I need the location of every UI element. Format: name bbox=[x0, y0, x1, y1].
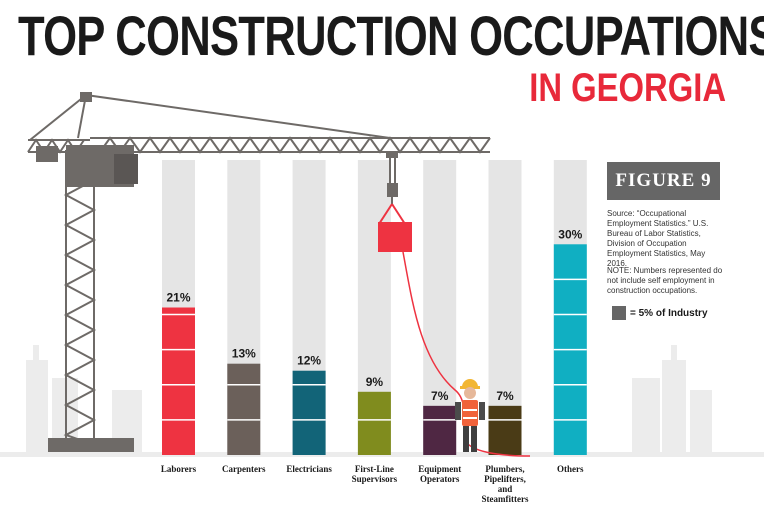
data-label: 12% bbox=[297, 354, 321, 368]
bar bbox=[357, 391, 391, 455]
bar bbox=[423, 405, 457, 455]
bar bbox=[553, 244, 587, 455]
bar bbox=[488, 405, 522, 455]
source-note: Source: “Occupational Employment Statist… bbox=[607, 209, 709, 268]
category-label: Electricians bbox=[286, 464, 332, 474]
bar bbox=[292, 370, 326, 455]
category-label: First-Line Supervisors bbox=[352, 464, 398, 484]
category-label: Equipment Operators bbox=[418, 464, 461, 484]
data-label: 7% bbox=[431, 389, 449, 403]
bar bbox=[227, 363, 261, 455]
bar bbox=[162, 307, 195, 455]
chart-subtitle: IN GEORGIA bbox=[529, 66, 726, 110]
data-label: 13% bbox=[232, 347, 256, 361]
footnote: NOTE: Numbers represented do not include… bbox=[607, 266, 723, 295]
data-label: 30% bbox=[558, 227, 582, 241]
category-label: Laborers bbox=[161, 464, 197, 474]
legend: = 5% of Industry bbox=[612, 306, 708, 320]
legend-swatch bbox=[612, 306, 626, 320]
worker-illustration bbox=[455, 379, 485, 452]
crane-illustration bbox=[27, 92, 531, 457]
category-label: Plumbers, Pipelifters, and Steamfitters bbox=[482, 464, 529, 504]
category-label: Carpenters bbox=[222, 464, 266, 474]
legend-label: = 5% of Industry bbox=[630, 307, 708, 319]
data-label: 21% bbox=[166, 291, 190, 305]
data-label: 7% bbox=[496, 389, 514, 403]
data-label: 9% bbox=[366, 375, 384, 389]
figure-label-badge: FIGURE 9 bbox=[607, 162, 720, 200]
category-label: Others bbox=[557, 464, 584, 474]
